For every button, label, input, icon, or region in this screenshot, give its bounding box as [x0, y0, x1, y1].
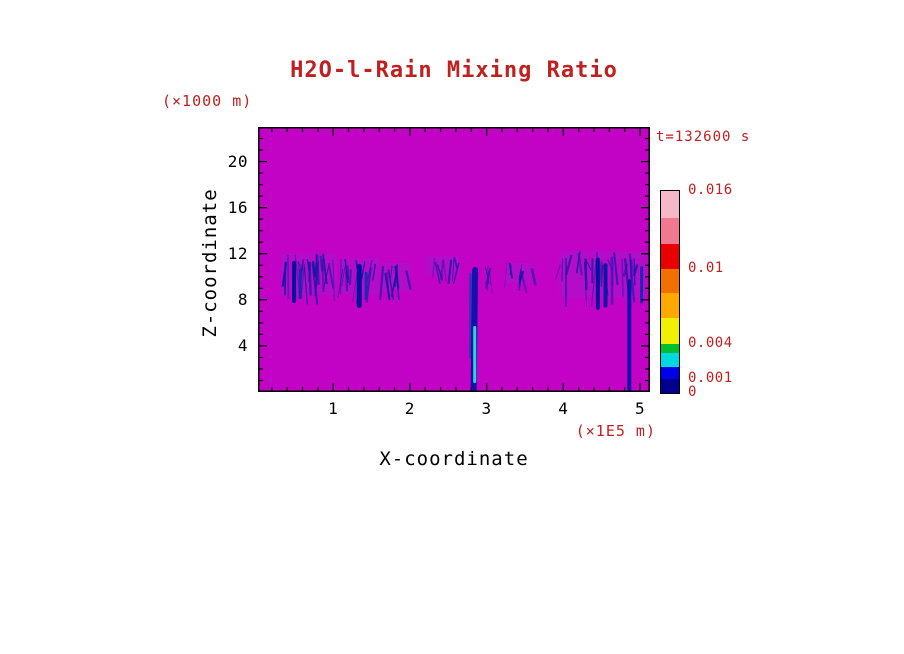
rain-streak: [314, 261, 320, 297]
rain-streak: [372, 263, 377, 281]
rain-streak: [607, 259, 613, 270]
rain-streak: [384, 272, 391, 300]
rain-streak: [311, 263, 319, 305]
rain-streak: [613, 252, 619, 286]
rain-streak: [436, 264, 444, 281]
colorbar-segment: [661, 344, 679, 353]
colorbar-segment: [661, 269, 679, 293]
rain-streak: [452, 262, 460, 284]
colorbar-tick-label: 0.004: [688, 335, 733, 351]
chart-title: H2O-l-Rain Mixing Ratio: [290, 58, 618, 83]
colorbar-segment: [661, 379, 679, 393]
x-tick-label: 2: [404, 399, 415, 418]
rain-streak: [405, 270, 412, 290]
rain-streak: [628, 253, 636, 303]
colorbar-segment: [661, 218, 679, 244]
rain-streak: [327, 263, 335, 289]
colorbar-segment: [661, 293, 679, 318]
rain-streak: [431, 257, 436, 278]
rain-streak: [452, 259, 455, 282]
rain-streak: [308, 261, 312, 296]
z-axis-unit-label: (×1000 m): [162, 92, 253, 110]
rain-streak: [322, 253, 328, 285]
rain-streak: [621, 258, 624, 297]
rain-streak: [630, 259, 635, 273]
rain-streak: [306, 258, 311, 271]
rain-streak: [520, 271, 528, 294]
rain-streak: [281, 262, 288, 287]
rain-streak: [379, 265, 385, 300]
x-axis-unit-label: (×1E5 m): [575, 422, 656, 440]
rain-streak: [554, 264, 562, 280]
rain-streak: [530, 268, 537, 286]
rain-streak: [442, 259, 447, 282]
x-tick-label: 5: [634, 399, 646, 418]
rain-streak: [453, 257, 459, 269]
rain-streak: [337, 269, 344, 299]
z-tick-label: 20: [227, 151, 248, 171]
rain-streak: [600, 264, 604, 287]
z-tick-label: 16: [227, 197, 248, 217]
colorbar-segment: [661, 367, 679, 379]
x-tick-label: 1: [328, 399, 339, 418]
colorbar-tick-label: 0.016: [688, 182, 733, 198]
colorbar-segment: [661, 353, 679, 367]
rain-streak: [484, 270, 490, 285]
x-tick-label: 3: [481, 399, 492, 418]
z-tick-label: 12: [227, 243, 248, 263]
colorbar-segment: [661, 318, 679, 344]
rain-streak: [504, 262, 508, 288]
rain-streak: [394, 265, 400, 289]
rain-streak: [590, 259, 597, 307]
rain-streak: [303, 266, 309, 305]
rain-streak: [565, 254, 573, 276]
rain-streak: [518, 269, 522, 291]
x-axis-title: X-coordinate: [379, 448, 529, 470]
colorbar: [660, 190, 680, 394]
rain-streak: [561, 258, 564, 282]
rain-streak: [484, 266, 490, 284]
rain-streak: [348, 269, 352, 286]
plot-frame: [258, 127, 650, 392]
rain-streak: [319, 255, 324, 272]
rain-streak: [332, 259, 335, 302]
rain-streak: [341, 262, 347, 287]
time-annotation: t=132600 s: [656, 129, 751, 145]
rain-streak: [585, 260, 592, 271]
rain-streak: [297, 261, 303, 272]
rain-streak: [633, 258, 636, 286]
rain-streak: [584, 258, 588, 291]
colorbar-tick-label: 0.01: [688, 260, 724, 276]
colorbar-tick-label: 0: [688, 384, 697, 400]
rain-streak: [345, 271, 349, 292]
rain-streak: [347, 265, 350, 280]
heatmap-plot: [258, 127, 650, 392]
colorbar-segment: [661, 244, 679, 269]
z-tick-label: 8: [237, 289, 248, 309]
rain-streak: [312, 261, 316, 275]
rain-streak: [434, 261, 441, 284]
z-tick-label: 4: [237, 335, 248, 355]
colorbar-tick-label: 0.001: [688, 370, 733, 386]
rain-streak: [360, 261, 366, 280]
x-tick-label: 4: [558, 399, 569, 418]
rain-haze: [505, 262, 533, 284]
rain-streak: [387, 269, 395, 300]
rain-streak: [575, 251, 581, 274]
rain-streak: [447, 259, 453, 284]
rain-streak: [489, 272, 493, 293]
rain-streak: [366, 259, 373, 282]
rain-streak: [390, 266, 393, 279]
colorbar-segment: [661, 191, 679, 218]
